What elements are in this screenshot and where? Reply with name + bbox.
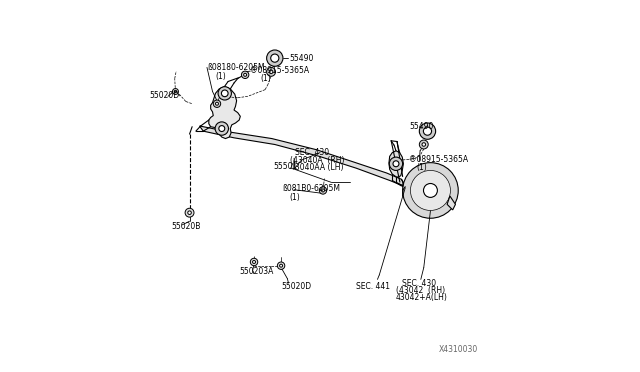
- Circle shape: [419, 123, 436, 139]
- Text: (1): (1): [417, 163, 427, 172]
- Text: (43040A  (RH): (43040A (RH): [290, 155, 344, 164]
- Polygon shape: [447, 196, 456, 210]
- Text: SEC. 430: SEC. 430: [401, 279, 436, 288]
- Text: (43042  (RH): (43042 (RH): [396, 286, 445, 295]
- Circle shape: [216, 102, 218, 105]
- Circle shape: [267, 50, 283, 66]
- Circle shape: [188, 211, 191, 215]
- Text: ®08915-5365A: ®08915-5365A: [250, 66, 308, 75]
- Circle shape: [410, 170, 451, 211]
- Circle shape: [250, 258, 258, 266]
- Text: 55020D: 55020D: [150, 91, 180, 100]
- Circle shape: [218, 87, 232, 100]
- Circle shape: [403, 163, 458, 218]
- Circle shape: [319, 187, 326, 194]
- Text: 55490: 55490: [289, 54, 314, 62]
- Text: 55020D: 55020D: [281, 282, 311, 291]
- Text: (1): (1): [260, 74, 271, 83]
- Circle shape: [213, 100, 221, 108]
- Circle shape: [244, 73, 246, 76]
- Polygon shape: [389, 151, 403, 177]
- Polygon shape: [209, 87, 240, 138]
- Text: 550203A: 550203A: [239, 267, 273, 276]
- Text: 43040AA (LH): 43040AA (LH): [290, 163, 343, 172]
- Circle shape: [253, 260, 255, 263]
- Text: ®08915-5365A: ®08915-5365A: [409, 155, 468, 164]
- Circle shape: [173, 89, 179, 94]
- Text: 55501: 55501: [274, 162, 298, 171]
- Circle shape: [389, 157, 403, 170]
- Circle shape: [419, 140, 428, 149]
- Circle shape: [269, 70, 273, 74]
- Circle shape: [422, 143, 426, 146]
- Text: (1): (1): [216, 72, 226, 81]
- Circle shape: [271, 54, 279, 62]
- Circle shape: [241, 71, 249, 78]
- Text: 55490: 55490: [410, 122, 434, 131]
- Circle shape: [267, 67, 276, 76]
- Circle shape: [219, 126, 225, 132]
- Text: ß081B0-6205M: ß081B0-6205M: [282, 185, 340, 193]
- Text: (1): (1): [290, 193, 300, 202]
- Circle shape: [424, 183, 437, 198]
- Text: SEC. 441: SEC. 441: [356, 282, 390, 291]
- Circle shape: [280, 264, 283, 267]
- Circle shape: [221, 90, 228, 97]
- Text: ß08180-6205M: ß08180-6205M: [207, 63, 265, 72]
- Circle shape: [174, 90, 177, 93]
- Circle shape: [424, 127, 431, 135]
- Circle shape: [185, 208, 194, 217]
- Text: SEC. 430: SEC. 430: [295, 148, 329, 157]
- Text: 43042+A(LH): 43042+A(LH): [396, 294, 448, 302]
- Text: X4310030: X4310030: [438, 345, 478, 354]
- Circle shape: [393, 161, 399, 167]
- Text: 55020B: 55020B: [171, 222, 200, 231]
- Circle shape: [215, 122, 228, 135]
- Circle shape: [277, 262, 285, 269]
- Polygon shape: [200, 126, 405, 187]
- Circle shape: [321, 189, 324, 192]
